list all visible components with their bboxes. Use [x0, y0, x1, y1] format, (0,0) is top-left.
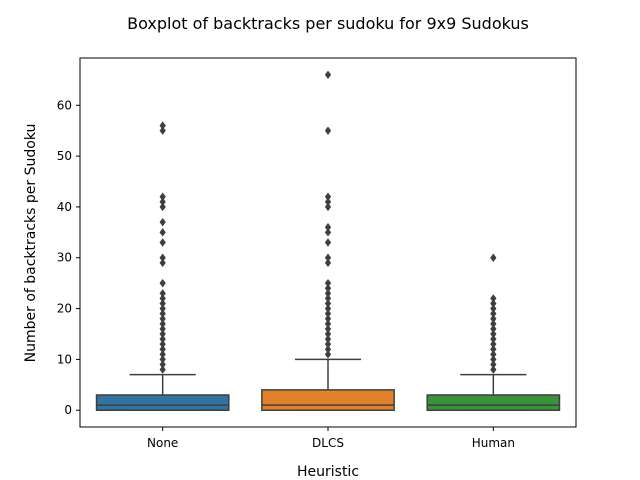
outlier-point [490, 350, 497, 359]
outlier-point [324, 350, 332, 359]
outlier-point [324, 228, 332, 237]
outlier-point [324, 192, 332, 201]
outlier-point [324, 345, 332, 354]
outlier-point [159, 126, 166, 135]
x-tick-label: DLCS [312, 436, 344, 450]
outlier-point [490, 365, 497, 374]
outlier-point [159, 345, 166, 354]
outlier-point [159, 278, 166, 288]
y-tick-label: 10 [57, 352, 72, 366]
box [426, 394, 561, 411]
outlier-point [490, 309, 497, 318]
outlier-point [159, 309, 166, 318]
outlier-point [159, 202, 166, 212]
outlier-point [490, 355, 497, 364]
x-axis-label: Heuristic [297, 464, 359, 480]
outlier-point [324, 294, 332, 303]
plot-area [95, 70, 561, 411]
outlier-point [324, 314, 332, 323]
outlier-point [324, 334, 332, 344]
outlier-point [159, 339, 166, 349]
y-tick-label: 40 [57, 200, 72, 214]
outlier-point [159, 329, 166, 339]
outlier-point [159, 121, 166, 130]
y-tick-label: 0 [64, 403, 72, 417]
box-group-human [426, 253, 561, 411]
outlier-point [159, 258, 166, 268]
box-group-dlcs [261, 70, 395, 411]
outlier-point [490, 304, 497, 313]
outlier-point [159, 355, 166, 364]
outlier-point [159, 294, 166, 303]
outlier-point [324, 258, 332, 268]
outlier-point [324, 70, 332, 79]
box-group-none [95, 121, 230, 411]
outlier-point [159, 360, 166, 369]
outlier-point [324, 278, 332, 288]
outlier-point [159, 228, 166, 237]
outlier-point [159, 314, 166, 323]
outlier-point [324, 339, 332, 349]
outlier-point [159, 365, 166, 374]
chart-title: Boxplot of backtracks per sudoku for 9x9… [127, 14, 529, 33]
outlier-point [324, 289, 332, 298]
outlier-point [490, 324, 497, 334]
outlier-point [159, 253, 166, 262]
y-axis-label: Number of backtracks per Sudoku [23, 124, 39, 363]
outlier-point [159, 304, 166, 313]
outlier-point [324, 126, 332, 135]
outlier-point [159, 334, 166, 344]
outlier-point [159, 299, 166, 308]
outlier-point [490, 294, 497, 303]
x-tick-label: Human [472, 436, 515, 450]
outlier-point [159, 192, 166, 201]
y-tick-label: 50 [57, 149, 72, 163]
x-tick-label: None [147, 436, 178, 450]
outlier-point [324, 253, 332, 262]
outlier-point [324, 197, 332, 207]
box [95, 394, 230, 411]
outlier-point [490, 360, 497, 369]
outlier-point [324, 202, 332, 212]
outlier-point [159, 289, 166, 298]
outlier-point [324, 329, 332, 339]
outlier-point [490, 339, 497, 349]
outlier-point [490, 345, 497, 354]
outlier-point [490, 299, 497, 308]
outlier-point [490, 319, 497, 329]
outlier-point [490, 329, 497, 339]
outlier-point [324, 284, 332, 293]
outlier-point [324, 319, 332, 329]
outlier-point [324, 299, 332, 308]
outlier-point [159, 350, 166, 359]
y-tick-label: 30 [57, 251, 72, 265]
outlier-point [490, 253, 497, 262]
y-axis: 0 10 20 30 40 50 60 [57, 98, 80, 417]
box [261, 389, 395, 411]
outlier-point [324, 223, 332, 232]
outlier-point [159, 197, 166, 207]
outlier-point [490, 334, 497, 344]
outlier-point [324, 238, 332, 247]
x-axis: None DLCS Human [147, 427, 515, 450]
outlier-point [324, 304, 332, 313]
outlier-point [324, 324, 332, 334]
y-tick-label: 20 [57, 302, 72, 316]
y-tick-label: 60 [57, 98, 72, 112]
outlier-point [159, 238, 166, 247]
outlier-point [159, 319, 166, 329]
outlier-point [159, 217, 166, 227]
outlier-point [159, 324, 166, 334]
outlier-point [324, 309, 332, 318]
outlier-point [490, 314, 497, 323]
